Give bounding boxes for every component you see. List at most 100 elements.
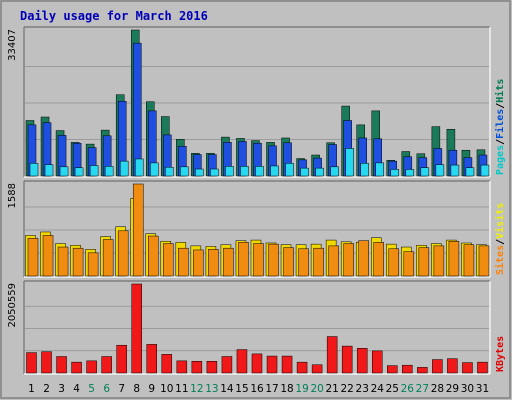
bar-kbytes-day-13 [206, 361, 218, 374]
legend-hits-files-pages: Pages/Files/Hits [494, 79, 506, 175]
x-tick-label-day-15: 15 [235, 383, 248, 395]
bar-sites-day-12 [193, 249, 204, 277]
bar-sites-day-8 [132, 183, 144, 277]
bar-pages-day-14 [225, 166, 234, 177]
x-tick-label-day-29: 29 [446, 383, 459, 395]
y-max-label: 1588 [7, 183, 18, 208]
bar-kbytes-day-10 [161, 354, 173, 374]
bar-sites-day-9 [148, 235, 159, 277]
bar-sites-day-6 [102, 239, 114, 277]
bar-pages-day-10 [165, 167, 174, 177]
bar-kbytes-day-29 [447, 358, 458, 374]
bar-pages-day-2 [44, 164, 54, 177]
panel-visits-sites: 1588 Sites/Visits [7, 180, 506, 278]
bar-kbytes-day-19 [296, 361, 308, 374]
bar-pages-day-9 [150, 162, 159, 177]
bar-sites-day-13 [208, 249, 219, 277]
bar-kbytes-day-24 [371, 350, 383, 374]
bar-pages-day-28 [435, 164, 445, 177]
bar-sites-day-22 [343, 243, 354, 277]
bar-sites-day-20 [313, 247, 324, 277]
x-tick-label-day-30: 30 [461, 383, 474, 395]
x-tick-label-day-19: 19 [295, 383, 308, 395]
bar-sites-day-17 [268, 243, 279, 277]
legend-item-kbytes: KBytes [495, 336, 506, 372]
x-tick-label-day-20: 20 [310, 383, 323, 395]
bar-files-day-8 [132, 42, 142, 177]
bar-pages-day-17 [270, 165, 279, 177]
legend-separator: / [495, 139, 506, 145]
bar-sites-day-21 [328, 245, 339, 277]
x-tick-label-day-23: 23 [356, 383, 369, 395]
x-axis-labels: 1 2 3 4 5 6 7 8 9 10 11 12 13 14 15 16 17 18 19 20 21 22 23 24 2… [28, 383, 489, 395]
bar-pages-day-16 [255, 166, 264, 177]
bar-pages-day-3 [59, 166, 69, 177]
x-tick-label-day-14: 14 [220, 383, 234, 395]
bar-pages-day-6 [104, 166, 114, 177]
bar-pages-day-26 [405, 169, 415, 177]
legend-item-pages: Pages [495, 145, 506, 175]
bar-pages-day-24 [375, 162, 384, 177]
y-max-label: 2050559 [7, 283, 18, 328]
bar-kbytes-day-22 [341, 345, 353, 374]
legend-visits-sites: Sites/Visits [494, 203, 506, 275]
bar-kbytes-day-27 [417, 367, 428, 374]
bar-pages-day-13 [210, 168, 219, 177]
x-tick-label-day-31: 31 [476, 383, 489, 395]
bar-sites-day-5 [87, 252, 99, 277]
legend-item-sites: Sites [494, 245, 506, 275]
x-tick-label-day-26: 26 [401, 383, 415, 395]
chart-panels: 33407Pages/Files/Hits1588Sites/Visits205… [7, 26, 506, 375]
bar-kbytes-day-16 [251, 353, 263, 374]
bar-kbytes-day-3 [56, 356, 67, 374]
bar-pages-day-11 [180, 166, 189, 177]
bar-sites-day-1 [27, 238, 39, 277]
panel-hits-files-pages: 33407 Pages/Files/Hits [7, 26, 506, 178]
x-tick-label-day-2: 2 [43, 383, 50, 395]
bar-sites-day-18 [283, 247, 294, 277]
bar-pages-day-22 [345, 148, 354, 177]
x-tick-label-day-24: 24 [371, 383, 385, 395]
x-tick-label-day-13: 13 [205, 383, 218, 395]
bar-sites-day-10 [163, 243, 174, 277]
bar-pages-day-30 [465, 167, 475, 177]
bar-kbytes-day-18 [281, 355, 293, 374]
x-tick-label-day-6: 6 [103, 383, 110, 395]
legend-separator: / [495, 103, 506, 109]
bar-kbytes-day-21 [326, 336, 338, 374]
x-tick-label-day-4: 4 [73, 383, 80, 395]
bar-sites-day-16 [253, 243, 264, 277]
bar-kbytes-day-17 [266, 355, 278, 374]
panel-kbytes: 2050559 KBytes [7, 280, 506, 375]
bar-kbytes-day-2 [41, 351, 52, 374]
bar-sites-day-28 [433, 245, 445, 277]
bar-sites-day-4 [72, 247, 84, 277]
bar-kbytes-day-6 [101, 356, 112, 374]
x-tick-label-day-22: 22 [341, 383, 354, 395]
bar-sites-day-29 [448, 240, 460, 277]
x-tick-label-day-16: 16 [250, 383, 264, 395]
legend-item-visits: Visits [494, 203, 506, 239]
bar-pages-day-23 [360, 163, 369, 177]
x-tick-label-day-9: 9 [148, 383, 155, 395]
x-tick-label-day-27: 27 [416, 383, 429, 395]
legend-item-files: Files [494, 109, 506, 139]
bar-sites-day-19 [298, 248, 309, 277]
x-tick-label-day-10: 10 [160, 383, 173, 395]
x-tick-label-day-7: 7 [118, 383, 125, 395]
bar-kbytes-day-8 [131, 283, 142, 374]
bar-pages-day-31 [480, 164, 490, 177]
bar-sites-day-2 [42, 235, 54, 277]
y-max-label: 33407 [7, 29, 18, 61]
bar-sites-day-27 [418, 247, 430, 277]
bar-kbytes-day-7 [116, 344, 127, 374]
bar-kbytes-day-30 [462, 362, 473, 374]
bar-pages-day-5 [89, 165, 99, 177]
x-tick-label-day-21: 21 [325, 383, 338, 395]
bar-sites-day-7 [117, 230, 129, 277]
bar-sites-day-11 [178, 247, 189, 277]
bar-pages-day-7 [119, 160, 129, 177]
x-tick-label-day-11: 11 [175, 383, 188, 395]
bar-pages-day-12 [195, 168, 204, 177]
